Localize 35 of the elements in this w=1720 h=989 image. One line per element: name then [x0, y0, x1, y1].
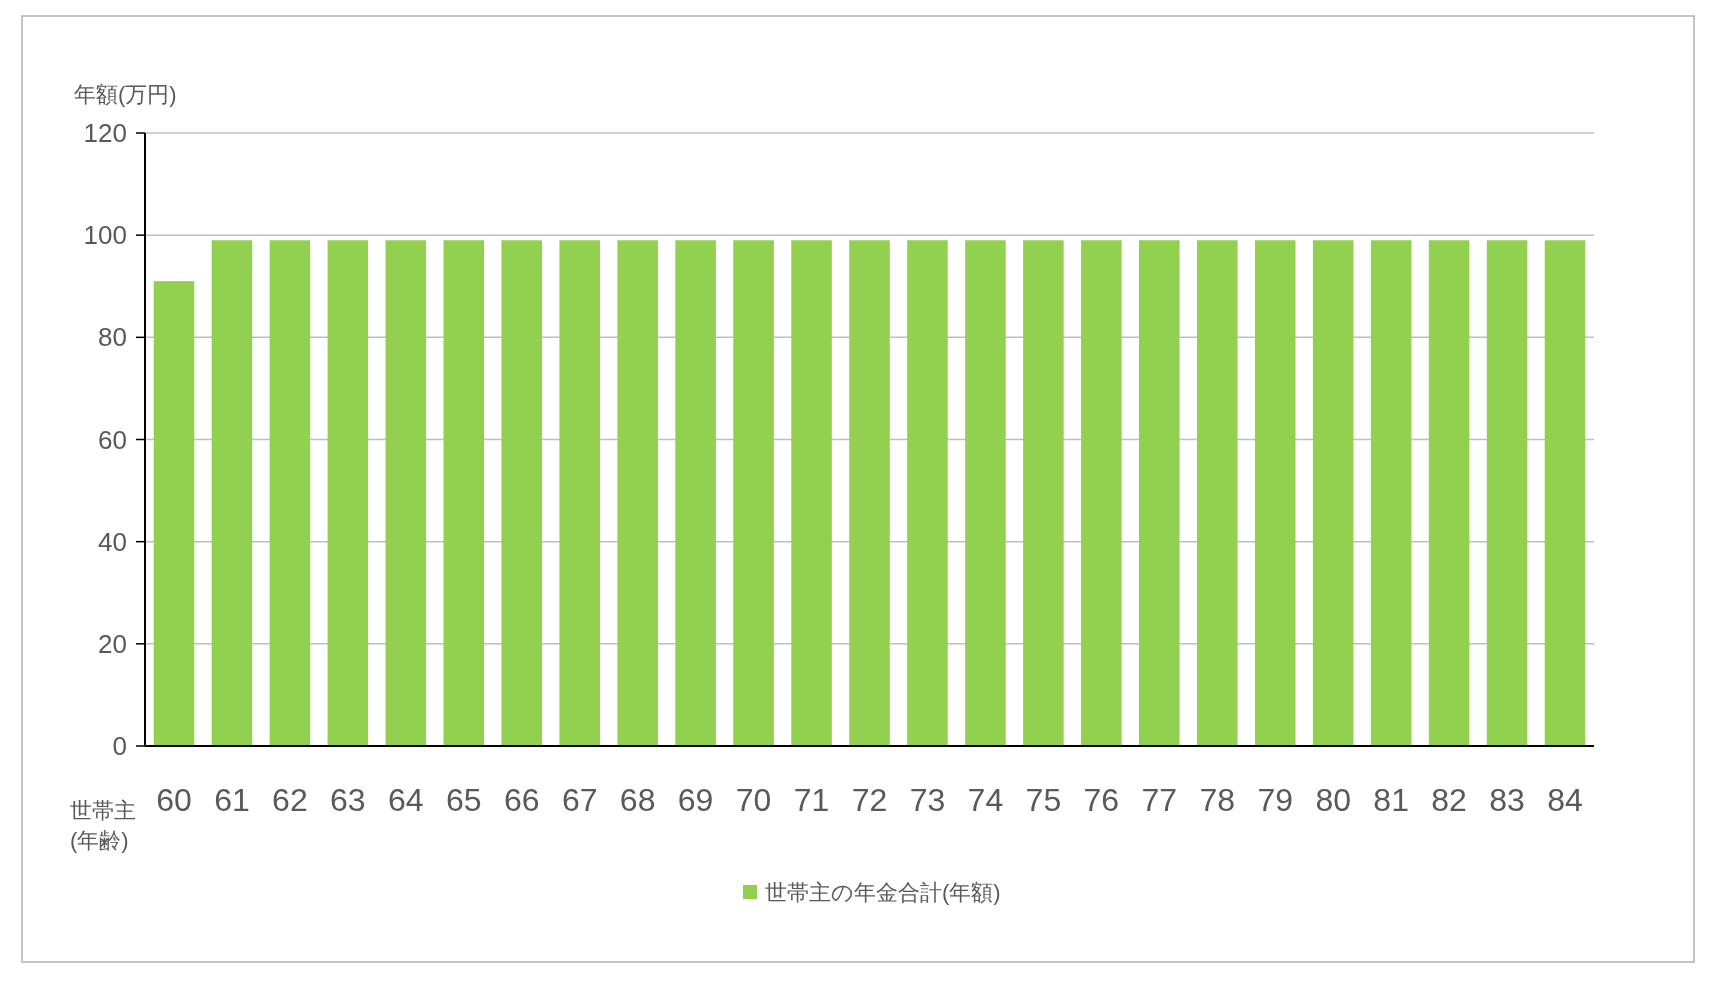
x-tick-label: 60	[156, 782, 192, 818]
x-tick-label: 62	[272, 782, 308, 818]
y-tick-label: 60	[98, 424, 127, 455]
x-tick-label: 74	[967, 782, 1004, 818]
x-tick-label: 71	[793, 782, 830, 818]
x-tick-label: 61	[214, 782, 250, 818]
x-tick-label: 82	[1431, 782, 1467, 818]
x-tick-label: 80	[1315, 782, 1351, 818]
x-tick-label: 65	[445, 782, 482, 818]
x-tick-label: 66	[503, 782, 540, 818]
x-tick-label: 68	[619, 782, 656, 818]
legend-label: 世帯主の年金合計(年額)	[765, 880, 1001, 905]
x-tick-label: 72	[851, 782, 888, 818]
x-tick-label: 76	[1083, 782, 1120, 818]
x-tick-label: 83	[1489, 782, 1525, 818]
x-tick-label: 77	[1141, 782, 1178, 818]
y-tick-label: 80	[98, 322, 127, 353]
x-tick-label: 63	[330, 782, 366, 818]
y-tick-label: 20	[98, 628, 127, 659]
x-axis-title: 世帯主 (年齢)	[70, 798, 136, 853]
x-tick-label: 70	[735, 782, 772, 818]
x-tick-label: 79	[1257, 782, 1294, 818]
y-tick-label: 40	[98, 526, 127, 557]
x-tick-label: 67	[561, 782, 598, 818]
x-tick-label: 84	[1547, 782, 1583, 818]
y-axis-title: 年額(万円)	[74, 82, 177, 107]
x-tick-label: 69	[677, 782, 714, 818]
x-tick-label: 78	[1199, 782, 1236, 818]
x-tick-label: 75	[1025, 782, 1062, 818]
y-tick-label: 0	[112, 731, 127, 761]
y-tick-label: 100	[83, 220, 127, 251]
x-tick-label: 73	[909, 782, 946, 818]
y-tick-label: 120	[83, 118, 127, 148]
x-tick-label: 81	[1373, 782, 1409, 818]
x-tick-label: 64	[388, 782, 424, 818]
